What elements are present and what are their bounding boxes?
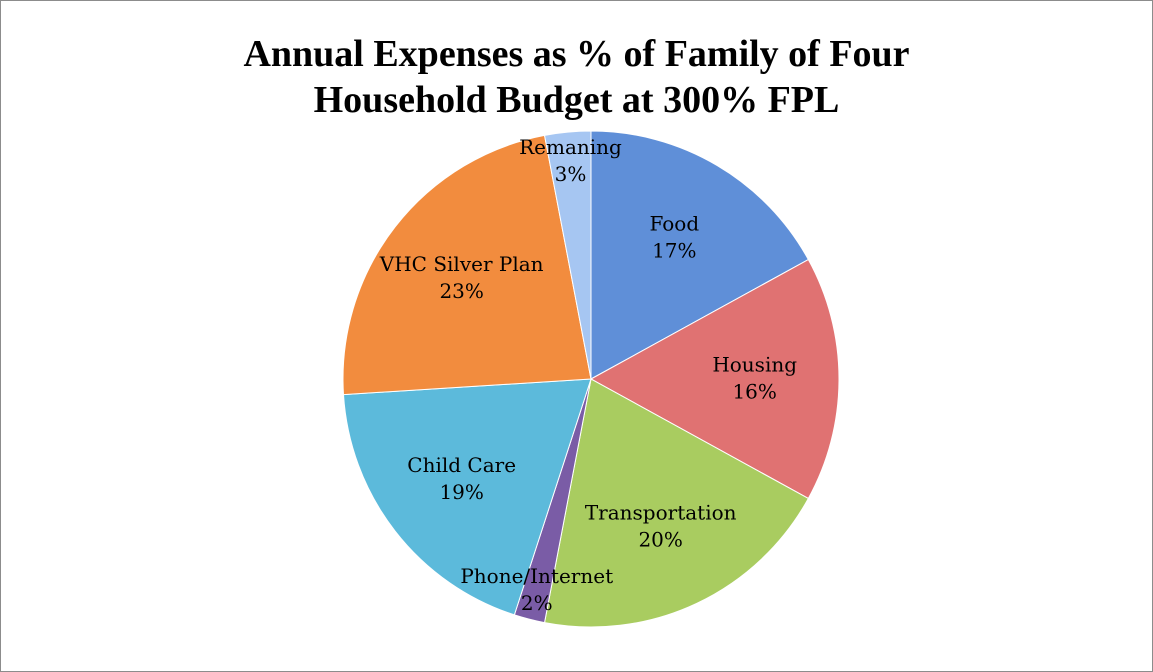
slice-label: VHC Silver Plan (379, 252, 544, 276)
slice-label: Housing (712, 353, 797, 377)
pie-slice (543, 130, 592, 380)
slice-value-label: 3% (555, 162, 587, 186)
slice-value-label: 16% (732, 380, 776, 404)
chart-title-box: Annual Expenses as % of Family of Four H… (1, 31, 1152, 123)
slice-label: Transportation (585, 501, 737, 525)
pie-slice (590, 130, 810, 380)
slice-value-label: 19% (439, 480, 483, 504)
slice-label: Phone/Internet (460, 564, 613, 588)
slice-value-label: 23% (439, 279, 483, 303)
pie-slice (543, 378, 810, 628)
slice-value-label: 2% (521, 591, 553, 615)
slice-label: Food (649, 212, 699, 236)
pie-slice (342, 378, 592, 616)
chart-title: Annual Expenses as % of Family of Four H… (243, 33, 910, 121)
slice-value-label: 20% (638, 528, 682, 552)
pie-slice (589, 258, 840, 500)
slice-value-label: 17% (652, 239, 696, 263)
slice-label: Remaning (519, 135, 622, 159)
slice-label: Child Care (407, 453, 516, 477)
pie-slice (342, 134, 592, 396)
